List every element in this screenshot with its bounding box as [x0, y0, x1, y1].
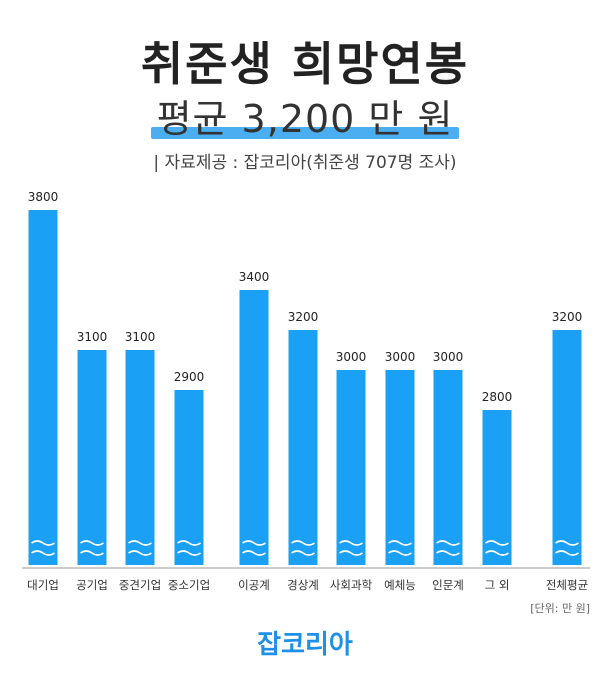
- brand-logo: 잡코리아: [257, 630, 353, 660]
- axis-break-wave: [555, 540, 579, 546]
- bar: [288, 330, 318, 565]
- category-label: 전체평균: [546, 578, 588, 592]
- axis-break-wave: [339, 550, 363, 556]
- axis-break-wave: [436, 550, 460, 556]
- axis-break-wave: [80, 540, 104, 546]
- bar: [433, 370, 463, 565]
- data-label: 2800: [482, 390, 513, 404]
- bar: [174, 390, 204, 565]
- subtitle-wrap: 평균 3,200 만 원: [0, 88, 610, 143]
- axis-break-wave: [388, 550, 412, 556]
- bar: [552, 330, 582, 565]
- category-label: 인문계: [432, 578, 464, 592]
- bar: [77, 350, 107, 565]
- data-label: 3200: [288, 310, 319, 324]
- bar: [239, 290, 269, 565]
- data-label: 3100: [125, 330, 156, 344]
- axis-break-wave: [242, 540, 266, 546]
- data-label: 3400: [239, 270, 270, 284]
- data-label: 2900: [174, 370, 205, 384]
- data-label: 3000: [336, 350, 367, 364]
- data-label: 3800: [28, 190, 59, 204]
- axis-break-wave: [291, 540, 315, 546]
- axis-break-wave: [177, 550, 201, 556]
- axis-break-wave: [291, 550, 315, 556]
- category-label: 대기업: [27, 578, 59, 592]
- bar: [385, 370, 415, 565]
- axis-break-wave: [555, 550, 579, 556]
- bar: [482, 410, 512, 565]
- axis-break-wave: [485, 550, 509, 556]
- axis-break-wave: [485, 540, 509, 546]
- data-label: 3000: [385, 350, 416, 364]
- chart-title: 취준생 희망연봉: [140, 37, 470, 91]
- axis-break-wave: [436, 540, 460, 546]
- bar: [125, 350, 155, 565]
- axis-break-wave: [177, 540, 201, 546]
- average-subtitle: 평균 3,200 만 원: [150, 88, 460, 143]
- source-note: | 자료제공 : 잡코리아(취준생 707명 조사): [153, 153, 457, 173]
- category-label: 사회과학: [330, 578, 373, 592]
- category-label: 이공계: [238, 578, 270, 592]
- bar: [336, 370, 366, 565]
- category-label: 경상계: [287, 578, 319, 592]
- category-label: 예체능: [384, 578, 416, 592]
- category-label: 그 외: [485, 578, 510, 592]
- axis-break-wave: [31, 540, 55, 546]
- axis-break-wave: [388, 540, 412, 546]
- axis-break-wave: [31, 550, 55, 556]
- axis-break-wave: [339, 540, 363, 546]
- bar: [28, 210, 58, 565]
- axis-break-wave: [80, 550, 104, 556]
- data-label: 3100: [77, 330, 108, 344]
- axis-break-wave: [128, 550, 152, 556]
- data-label: 3200: [552, 310, 583, 324]
- category-label: 중소기업: [168, 578, 210, 592]
- category-label: 중견기업: [119, 578, 161, 592]
- average-subtitle-text: 평균 3,200 만 원: [156, 97, 454, 141]
- axis-break-wave: [242, 550, 266, 556]
- category-label: 공기업: [76, 578, 108, 592]
- axis-break-wave: [128, 540, 152, 546]
- data-label: 3000: [433, 350, 464, 364]
- unit-note: [단위: 만 원]: [530, 602, 590, 615]
